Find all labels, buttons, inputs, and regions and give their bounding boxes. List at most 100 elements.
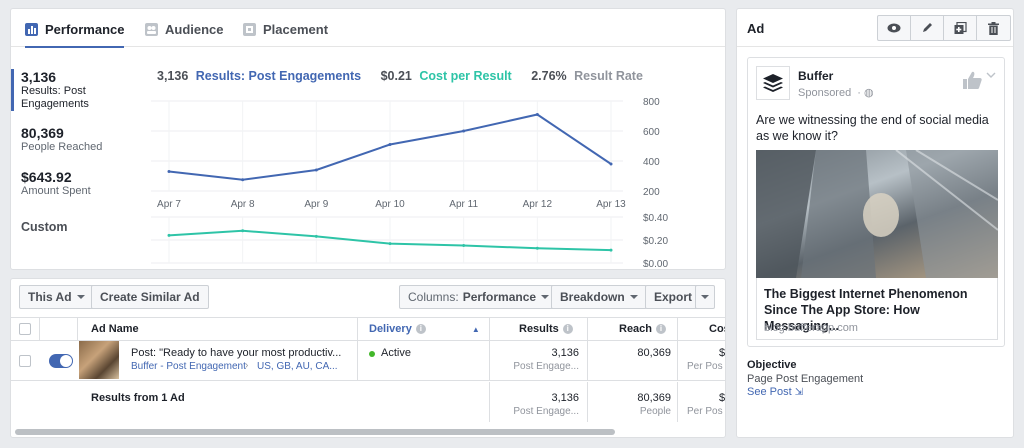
ad-name-link[interactable]: Post: "Ready to have your most productiv…: [131, 347, 342, 359]
ad-status-toggle[interactable]: [49, 354, 73, 368]
data-point: [167, 233, 171, 237]
summary-cost: $: [719, 392, 726, 404]
columns-dropdown[interactable]: Columns: Performance: [399, 285, 559, 309]
row-checkbox[interactable]: [19, 355, 31, 367]
reach-value: 80,369: [637, 347, 671, 359]
column-divider: [489, 318, 490, 340]
cost-value: $: [719, 347, 726, 359]
people-icon: [145, 22, 158, 36]
legend-results-label[interactable]: Results: Post Engagements: [195, 69, 362, 83]
horizontal-scrollbar[interactable]: [15, 429, 615, 435]
link-headline: The Biggest Internet Phenomenon Since Th…: [764, 287, 968, 333]
see-post-link[interactable]: See Post ⇲: [747, 386, 803, 398]
col-delivery[interactable]: Delivery i ▲: [369, 318, 480, 340]
caret-down-icon: [541, 295, 550, 299]
pencil-icon: [923, 23, 932, 32]
duplicate-button[interactable]: [944, 16, 977, 40]
link-preview[interactable]: The Biggest Internet Phenomenon Since Th…: [756, 278, 998, 340]
results-sub: Post Engage...: [513, 361, 579, 372]
this-ad-dropdown[interactable]: This Ad: [19, 285, 94, 309]
export-button[interactable]: Export: [645, 285, 702, 309]
stat-label: People Reached: [21, 141, 103, 153]
x-tick-label: Apr 10: [375, 199, 405, 210]
col-label: Results: [519, 323, 559, 335]
table-row[interactable]: Post: "Ready to have your most productiv…: [11, 341, 725, 381]
col-label: Ad Name: [91, 323, 139, 335]
columns-value: Performance: [462, 290, 537, 304]
this-ad-label: This Ad: [28, 290, 72, 304]
stat-custom[interactable]: Custom: [21, 220, 141, 234]
table-header: Ad Name Delivery i ▲ Results i Reach i C…: [11, 317, 725, 341]
columns-prefix: Columns:: [408, 290, 459, 304]
breakdown-dropdown[interactable]: Breakdown: [551, 285, 647, 309]
tab-label: Performance: [45, 21, 125, 37]
stat-reach[interactable]: 80,369 People Reached: [21, 125, 141, 154]
stat-results[interactable]: 3,136 Results: Post Engagements: [11, 69, 131, 111]
page-name[interactable]: Buffer: [798, 69, 834, 83]
caret-down-icon: [701, 295, 709, 299]
col-ad-name[interactable]: Ad Name: [91, 318, 139, 340]
cost-sub: Per Pos: [687, 361, 723, 372]
tab-performance[interactable]: Performance: [25, 19, 125, 48]
col-reach[interactable]: Reach i: [619, 318, 667, 340]
chart-legend: 3,136 Results: Post Engagements $0.21 Co…: [157, 69, 647, 85]
buildings-image: [756, 150, 998, 278]
table-toolbar: This Ad Create Similar Ad Columns: Perfo…: [11, 279, 725, 315]
select-all-checkbox[interactable]: [19, 323, 31, 335]
data-point: [314, 168, 318, 172]
summary-cost-sub: Per Pos: [687, 406, 723, 417]
export-menu-button[interactable]: [695, 285, 715, 309]
col-results[interactable]: Results i: [519, 318, 573, 340]
x-tick-label: Apr 13: [596, 199, 626, 210]
chevron-down-icon[interactable]: [986, 72, 996, 79]
y-tick-label: 200: [643, 187, 660, 198]
y-tick-label: $0.40: [643, 213, 668, 224]
tab-placement[interactable]: Placement: [243, 19, 328, 39]
data-point: [241, 229, 245, 233]
globe-icon: · ◍: [857, 87, 874, 99]
y-tick-label: 800: [643, 97, 660, 108]
external-link-icon: ⇲: [794, 387, 804, 398]
data-point: [609, 162, 613, 166]
edit-button[interactable]: [911, 16, 944, 40]
campaign-link[interactable]: Buffer - Post Engagement: [131, 361, 246, 372]
duplicate-icon: [954, 21, 967, 34]
column-divider: [77, 318, 78, 340]
y-tick-label: 600: [643, 127, 660, 138]
ads-table-panel: This Ad Create Similar Ad Columns: Perfo…: [10, 278, 726, 438]
view-button[interactable]: [878, 16, 911, 40]
legend-rate-value: 2.76%: [531, 69, 567, 83]
column-divider: [489, 341, 490, 381]
placement-icon: [243, 22, 256, 36]
stat-spent[interactable]: $643.92 Amount Spent: [21, 169, 141, 198]
stat-label: Results: Post Engagements: [21, 85, 89, 110]
tab-label: Placement: [263, 21, 329, 37]
chevron-right-icon: ›: [245, 360, 249, 371]
summary-reach-sub: People: [639, 406, 671, 417]
insights-tabs: Performance Audience Placement: [11, 9, 725, 48]
create-similar-ad-button[interactable]: Create Similar Ad: [91, 285, 209, 309]
col-label: Cos: [709, 323, 725, 335]
legend-cpr-label[interactable]: Cost per Result: [419, 69, 512, 83]
legend-cpr-value: $0.21: [380, 69, 412, 83]
col-cost[interactable]: Cos: [709, 318, 725, 340]
legend-rate-label[interactable]: Result Rate: [574, 69, 643, 83]
column-divider: [357, 318, 358, 340]
eye-icon: [887, 23, 901, 33]
tab-label: Audience: [165, 21, 224, 37]
tab-audience[interactable]: Audience: [145, 19, 224, 39]
results-value: 3,136: [551, 347, 579, 359]
y-tick-label: $0.20: [643, 236, 668, 247]
stat-value: 80,369: [21, 125, 64, 141]
link-domain: blog.bufferapp.com: [764, 322, 858, 334]
data-point: [535, 113, 539, 116]
like-thumb-icon[interactable]: [962, 70, 982, 90]
objective-value: Page Post Engagement: [747, 373, 864, 385]
targeting-link[interactable]: US, GB, AU, CA...: [257, 361, 338, 372]
ad-body-text: Are we witnessing the end of social medi…: [756, 113, 989, 143]
sponsored-label: Sponsored · ◍: [798, 86, 874, 99]
x-tick-label: Apr 11: [449, 199, 478, 210]
ad-creative-image[interactable]: [756, 150, 998, 278]
delete-button[interactable]: [977, 16, 1010, 40]
column-divider: [677, 382, 678, 422]
